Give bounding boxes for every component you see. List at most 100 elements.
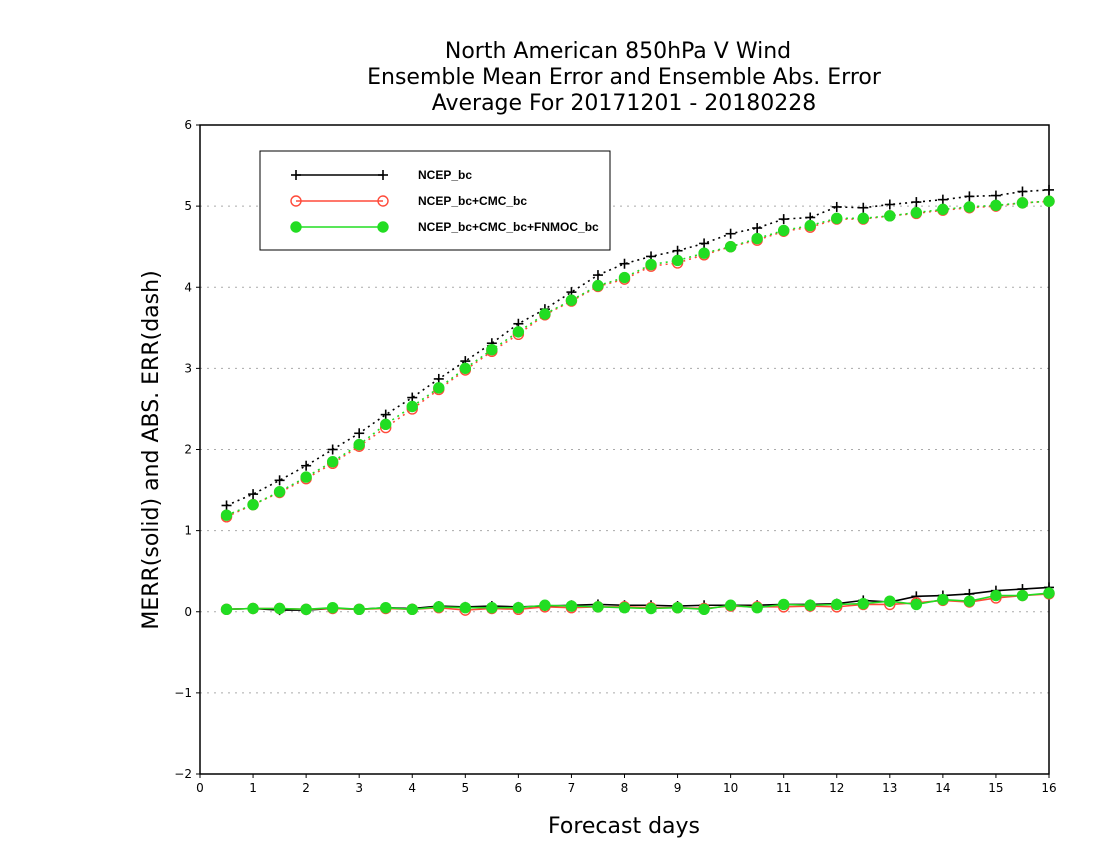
- legend-marker: [378, 170, 388, 180]
- legend-item-ncep-bc: NCEP_bc: [291, 168, 472, 182]
- legend-marker: [290, 221, 302, 233]
- abs-err-point-ncep-bc-cmc-bc-fnmoc-bc: [220, 509, 233, 521]
- abs-err-point-ncep-bc: [699, 238, 710, 249]
- abs-err-point-ncep-bc: [1044, 184, 1054, 195]
- abs-err-point-ncep-bc: [858, 202, 869, 213]
- chart-title-line-3: Average For 20171201 - 20180228: [432, 91, 817, 116]
- abs-err-point-ncep-bc: [937, 194, 948, 205]
- merr-point-ncep-bc-cmc-bc-fnmoc-bc: [618, 601, 631, 614]
- x-tick-label: 1: [249, 781, 257, 795]
- merr-point-ncep-bc-cmc-bc-fnmoc-bc: [937, 593, 949, 606]
- merr-point-ncep-bc-cmc-bc-fnmoc-bc: [220, 603, 233, 616]
- x-tick-label: 0: [196, 781, 204, 795]
- abs-err-point-ncep-bc-cmc-bc-fnmoc-bc: [380, 418, 392, 431]
- merr-point-ncep-bc-cmc-bc-fnmoc-bc: [273, 602, 286, 615]
- abs-err-point-ncep-bc-cmc-bc-fnmoc-bc: [326, 455, 339, 468]
- chart-title-line-1: North American 850hPa V Wind: [445, 39, 791, 64]
- legend: NCEP_bc NCEP_bc+CMC_bc NCEP_bc+CMC_bc+FNMO…: [259, 150, 611, 251]
- abs-err-point-ncep-bc: [831, 201, 842, 212]
- merr-point-ncep-bc-cmc-bc-fnmoc-bc: [486, 601, 498, 614]
- merr-point-ncep-bc-cmc-bc-fnmoc-bc: [724, 599, 737, 611]
- abs-err-point-ncep-bc-cmc-bc-fnmoc-bc: [273, 485, 286, 498]
- legend-item-ncep-bc-cmc-bc: NCEP_bc+CMC_bc: [290, 194, 527, 208]
- y-tick-label: 6: [184, 118, 192, 132]
- abs-err-point-ncep-bc-cmc-bc-fnmoc-bc: [539, 308, 551, 320]
- merr-point-ncep-bc-cmc-bc-fnmoc-bc: [698, 603, 710, 616]
- merr-point-ncep-bc-cmc-bc-fnmoc-bc: [831, 598, 843, 611]
- merr-point-ncep-bc-cmc-bc-fnmoc-bc: [353, 603, 365, 616]
- abs-err-point-ncep-bc: [752, 223, 763, 234]
- x-tick-label: 4: [408, 781, 416, 795]
- abs-err-point-ncep-bc: [327, 444, 338, 455]
- abs-err-point-ncep-bc-cmc-bc-fnmoc-bc: [857, 212, 869, 224]
- x-tick-label: 12: [829, 781, 844, 795]
- merr-point-ncep-bc-cmc-bc-fnmoc-bc: [990, 589, 1002, 602]
- abs-err-point-ncep-bc: [380, 409, 391, 420]
- abs-err-point-ncep-bc-cmc-bc-fnmoc-bc: [884, 210, 896, 222]
- x-tick-label: 8: [621, 781, 629, 795]
- abs-err-point-ncep-bc-cmc-bc-fnmoc-bc: [777, 224, 790, 237]
- x-tick-label: 10: [723, 781, 738, 795]
- merr-point-ncep-bc-cmc-bc-fnmoc-bc: [300, 603, 312, 616]
- abs-err-point-ncep-bc-cmc-bc-fnmoc-bc: [512, 326, 525, 338]
- abs-err-point-ncep-bc-cmc-bc-fnmoc-bc: [645, 258, 657, 271]
- merr-point-ncep-bc-cmc-bc-fnmoc-bc: [433, 601, 445, 613]
- legend-label: NCEP_bc+CMC_bc: [418, 194, 527, 208]
- legend-marker: [377, 221, 389, 233]
- y-axis-label: MERR(solid) and ABS. ERR(dash): [139, 270, 164, 629]
- x-tick-label: 11: [776, 781, 791, 795]
- abs-err-point-ncep-bc-cmc-bc-fnmoc-bc: [433, 382, 445, 394]
- merr-point-ncep-bc-cmc-bc-fnmoc-bc: [857, 597, 869, 610]
- merr-point-ncep-bc-cmc-bc-fnmoc-bc: [777, 598, 790, 611]
- legend-marker: [377, 195, 389, 207]
- legend-label: NCEP_bc+CMC_bc+FNMOC_bc: [418, 220, 599, 234]
- abs-err-point-ncep-bc-cmc-bc-fnmoc-bc: [804, 219, 816, 232]
- abs-err-point-ncep-bc: [725, 228, 736, 239]
- abs-err-point-ncep-bc-cmc-bc-fnmoc-bc: [618, 271, 631, 284]
- abs-err-point-ncep-bc-cmc-bc-fnmoc-bc: [247, 498, 259, 511]
- abs-err-point-ncep-bc-cmc-bc-fnmoc-bc: [751, 232, 763, 245]
- merr-point-ncep-bc-cmc-bc-fnmoc-bc: [512, 601, 525, 614]
- abs-err-point-ncep-bc-cmc-bc-fnmoc-bc: [353, 438, 365, 451]
- abs-err-point-ncep-bc: [221, 500, 232, 511]
- abs-err-point-ncep-bc: [672, 245, 683, 256]
- merr-point-ncep-bc-cmc-bc-fnmoc-bc: [804, 599, 816, 611]
- legend-marker: [290, 195, 302, 207]
- merr-point-ncep-bc-cmc-bc-fnmoc-bc: [645, 602, 657, 615]
- abs-err-point-ncep-bc-cmc-bc-fnmoc-bc: [1043, 195, 1055, 207]
- abs-err-point-ncep-bc: [354, 428, 365, 439]
- x-tick-label: 16: [1041, 781, 1056, 795]
- y-tick-label: −1: [174, 686, 192, 700]
- merr-point-ncep-bc-cmc-bc-fnmoc-bc: [565, 600, 578, 612]
- y-tick-label: 0: [184, 605, 192, 619]
- abs-err-point-ncep-bc-cmc-bc-fnmoc-bc: [486, 344, 498, 356]
- merr-point-ncep-bc-cmc-bc-fnmoc-bc: [406, 603, 418, 616]
- legend-item-ncep-bc-cmc-bc-fnmoc-bc: NCEP_bc+CMC_bc+FNMOC_bc: [290, 220, 599, 234]
- y-tick-label: 1: [184, 524, 192, 538]
- abs-err-point-ncep-bc: [884, 199, 895, 210]
- abs-err-point-ncep-bc: [301, 460, 312, 471]
- y-tick-label: 4: [184, 280, 192, 294]
- y-tick-label: −2: [174, 767, 192, 781]
- merr-point-ncep-bc-cmc-bc-fnmoc-bc: [592, 601, 604, 613]
- abs-err-point-ncep-bc: [248, 489, 259, 500]
- legend-marker: [291, 170, 301, 180]
- merr-point-ncep-bc-cmc-bc-fnmoc-bc: [380, 601, 392, 614]
- x-axis-label: Forecast days: [548, 814, 700, 839]
- x-tick-label: 15: [988, 781, 1003, 795]
- abs-err-point-ncep-bc-cmc-bc-fnmoc-bc: [592, 279, 604, 292]
- merr-point-ncep-bc-cmc-bc-fnmoc-bc: [326, 601, 339, 614]
- y-tick-label: 2: [184, 443, 192, 457]
- abs-err-point-ncep-bc: [964, 191, 975, 202]
- x-tick-label: 14: [935, 781, 950, 795]
- abs-err-point-ncep-bc-cmc-bc-fnmoc-bc: [963, 201, 976, 213]
- abs-err-point-ncep-bc-cmc-bc-fnmoc-bc: [300, 471, 312, 483]
- merr-point-ncep-bc-cmc-bc-fnmoc-bc: [539, 599, 551, 611]
- x-tick-label: 7: [568, 781, 576, 795]
- abs-err-point-ncep-bc-cmc-bc-fnmoc-bc: [937, 203, 949, 216]
- x-tick-label: 6: [515, 781, 523, 795]
- abs-err-point-ncep-bc-cmc-bc-fnmoc-bc: [831, 212, 843, 224]
